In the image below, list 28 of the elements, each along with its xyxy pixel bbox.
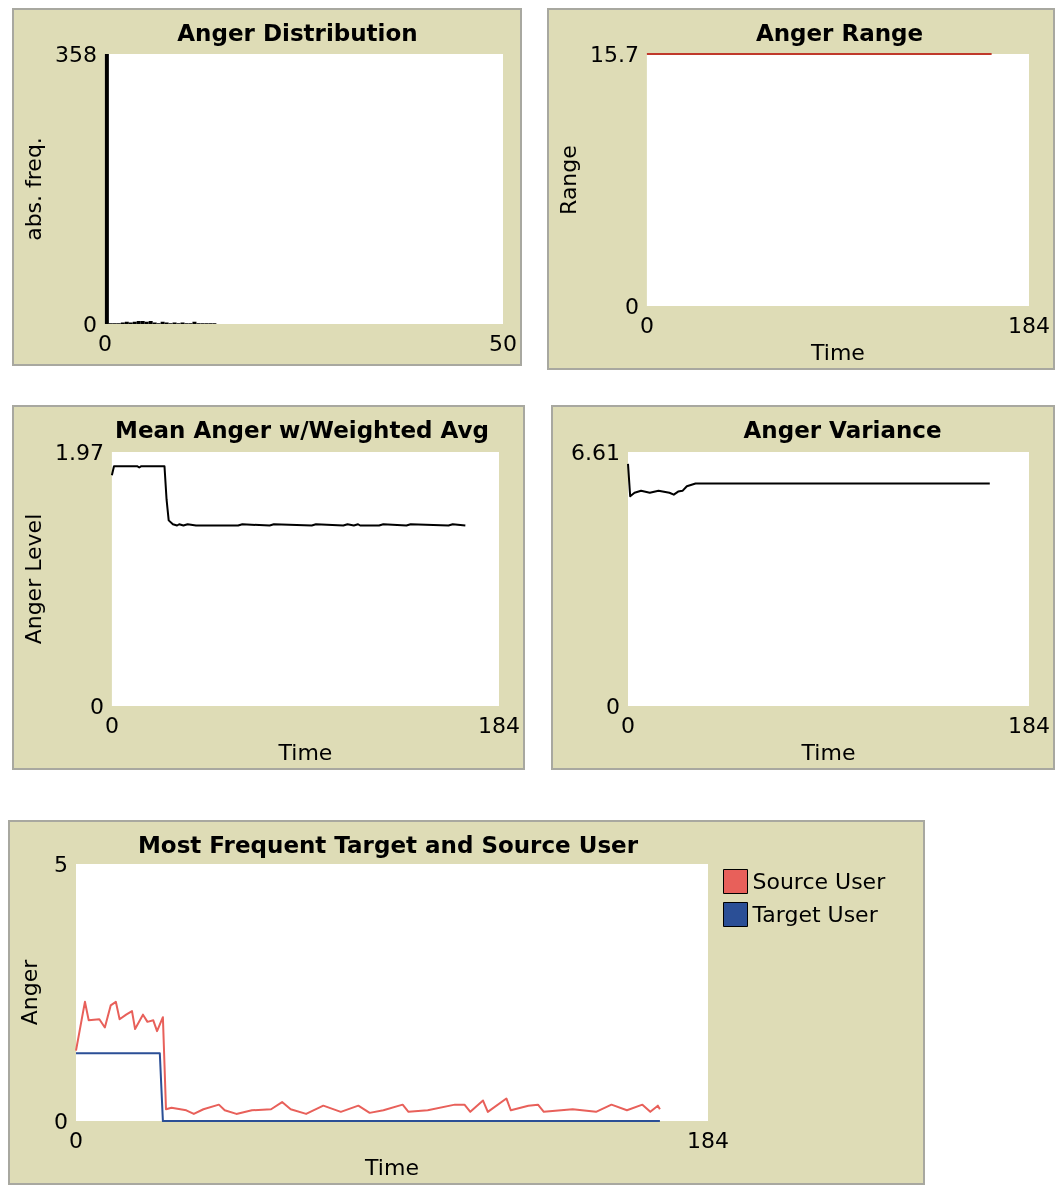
y-tick-label: 0	[54, 1108, 68, 1134]
y-axis-title: abs. freq.	[20, 137, 46, 241]
x-tick-label: 184	[478, 712, 520, 738]
x-tick-label: 184	[687, 1127, 729, 1153]
y-axis-title: Anger	[16, 958, 42, 1026]
x-axis-title: Time	[810, 339, 865, 365]
x-tick-label: 50	[489, 330, 517, 356]
y-tick-label: 1.97	[54, 439, 104, 465]
y-axis-title: Anger Level	[20, 513, 46, 645]
x-axis-title: Time	[277, 739, 333, 765]
chart-title: Anger Variance	[743, 416, 942, 443]
legend-label: Target User	[751, 902, 879, 927]
y-tick-label: 0	[606, 693, 620, 719]
chart-title: Most Frequent Target and Source User	[137, 831, 639, 858]
x-axis-title: Time	[800, 739, 856, 765]
y-axis-title: Range	[555, 145, 581, 215]
y-tick-label: 6.61	[571, 439, 620, 465]
chart-title: Anger Range	[755, 19, 924, 46]
x-tick-label: 184	[1008, 712, 1050, 738]
legend-label: Source User	[752, 869, 887, 894]
chart-title: Mean Anger w/Weighted Avg	[115, 416, 489, 443]
y-tick-label: 358	[54, 41, 97, 67]
y-tick-label: 0	[89, 693, 104, 719]
x-tick-label: 184	[1008, 312, 1050, 338]
x-axis-title: Time	[364, 1154, 419, 1180]
y-tick-label: 15.7	[589, 41, 639, 67]
chart-title: Anger Distribution	[177, 19, 418, 46]
y-tick-label: 5	[54, 851, 68, 877]
